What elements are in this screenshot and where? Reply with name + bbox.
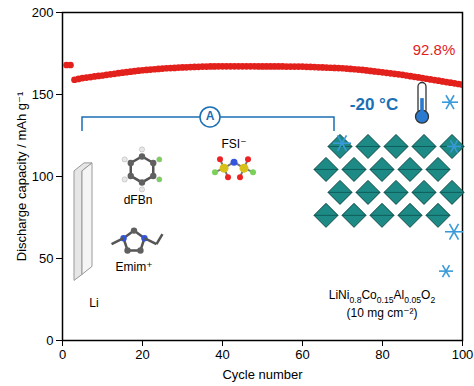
- svg-text:-20 °C: -20 °C: [350, 95, 398, 114]
- svg-text:200: 200: [32, 5, 54, 20]
- svg-text:LiNi0.8Co0.15Al0.05O2: LiNi0.8Co0.15Al0.05O2: [329, 288, 436, 305]
- svg-text:150: 150: [32, 87, 54, 102]
- svg-text:dFBn: dFBn: [124, 193, 153, 207]
- svg-text:40: 40: [215, 347, 229, 362]
- svg-text:Li: Li: [89, 296, 98, 310]
- svg-text:80: 80: [375, 347, 389, 362]
- svg-text:20: 20: [135, 347, 149, 362]
- svg-text:(10 mg cm⁻²): (10 mg cm⁻²): [346, 306, 417, 320]
- svg-text:100: 100: [32, 169, 54, 184]
- svg-text:Emim⁺: Emim⁺: [116, 260, 153, 274]
- svg-text:Discharge capacity / mAh g⁻¹: Discharge capacity / mAh g⁻¹: [14, 91, 29, 261]
- svg-text:50: 50: [39, 251, 53, 266]
- svg-text:A: A: [206, 109, 215, 123]
- svg-text:0: 0: [46, 333, 53, 348]
- svg-text:0: 0: [59, 347, 66, 362]
- svg-text:60: 60: [295, 347, 309, 362]
- svg-text:92.8%: 92.8%: [413, 41, 456, 58]
- svg-text:FSI⁻: FSI⁻: [221, 137, 246, 151]
- svg-text:100: 100: [452, 347, 474, 362]
- svg-text:Cycle number: Cycle number: [222, 367, 303, 382]
